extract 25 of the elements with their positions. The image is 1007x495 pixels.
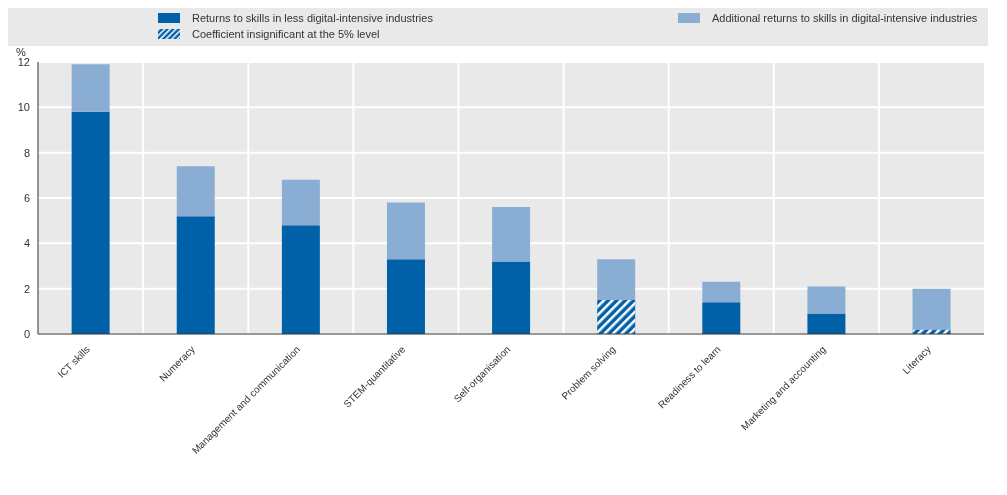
bar <box>71 111 110 334</box>
y-tick-label: 10 <box>17 101 30 114</box>
legend-label: Returns to skills in less digital-intensive industries <box>192 12 433 24</box>
y-tick-label: 6 <box>23 191 30 204</box>
bar <box>386 259 425 334</box>
bar <box>492 261 531 334</box>
bar <box>176 166 215 217</box>
y-tick-label: 4 <box>23 237 30 250</box>
bar <box>176 216 215 334</box>
y-tick-label: 12 <box>17 55 30 68</box>
y-axis-title: % <box>16 46 26 58</box>
bar <box>807 286 846 314</box>
bar <box>281 225 320 334</box>
legend-label: Additional returns to skills in digital-intensive industries <box>712 12 978 24</box>
y-tick-label: 0 <box>23 327 30 340</box>
bar <box>386 202 425 260</box>
bar <box>281 179 320 226</box>
bar <box>492 207 531 262</box>
bar <box>71 64 110 112</box>
y-tick-label: 8 <box>23 146 30 159</box>
bar <box>702 302 741 334</box>
legend-label: Coefficient insignificant at the 5% level <box>192 28 380 40</box>
bar <box>702 281 741 303</box>
bar <box>807 313 846 334</box>
y-tick-label: 2 <box>23 282 30 295</box>
